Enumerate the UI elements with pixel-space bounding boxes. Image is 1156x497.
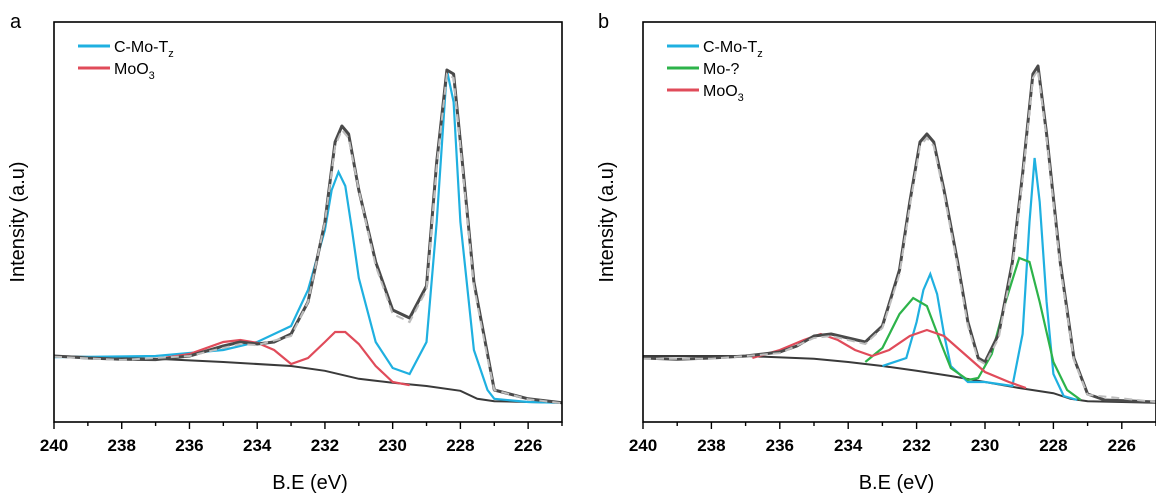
- x-tick-label: 236: [175, 436, 203, 455]
- x-tick-label: 234: [243, 436, 272, 455]
- legend-entry-label: MoO3: [703, 83, 744, 104]
- x-tick-label: 240: [40, 436, 68, 455]
- traces: [54, 68, 562, 405]
- x-tick-label: 238: [108, 436, 136, 455]
- plot-frame: [642, 21, 1156, 423]
- panel-letter: b: [598, 11, 609, 33]
- x-tick-label: 230: [378, 436, 406, 455]
- x-tick-label: 228: [1039, 436, 1067, 455]
- x-tick-label: 234: [834, 436, 863, 455]
- x-tick-label: 238: [697, 436, 725, 455]
- panel-b: b 240 238 236 234 232 230 228 226 B.E (eV) Intensi…: [596, 11, 1156, 494]
- panel-a: a 240 238 236 234 232 230 228 226 B.E (eV) Intensi…: [7, 11, 563, 494]
- x-tick-label: 236: [766, 436, 794, 455]
- x-tick-label: 228: [446, 436, 474, 455]
- x-tick-label: 232: [902, 436, 930, 455]
- traces: [643, 64, 1156, 404]
- x-tick-label: 230: [971, 436, 999, 455]
- measured-line: [643, 64, 1156, 404]
- x-axis-label: B.E (eV): [859, 472, 935, 494]
- x-axis-label: B.E (eV): [272, 472, 348, 494]
- y-axis-label: Intensity (a.u): [7, 161, 29, 282]
- legend-entry-label: C-Mo-Tz: [114, 39, 174, 60]
- background-line: [643, 355, 1156, 404]
- envelope-line: [643, 67, 1156, 403]
- component-line-1: [882, 157, 1078, 402]
- legend-entry-label: C-Mo-Tz: [703, 39, 763, 60]
- x-axis: 240 238 236 234 232 230 228 226: [40, 422, 563, 455]
- y-axis-label: Intensity (a.u): [596, 161, 618, 282]
- background-line: [54, 355, 562, 404]
- envelope-line: [54, 72, 562, 405]
- component-line-2: [155, 330, 410, 387]
- x-axis: 240 238 236 234 232 230 228 226: [629, 422, 1156, 455]
- measured-line: [54, 68, 562, 405]
- panel-letter: a: [10, 11, 22, 33]
- x-tick-label: 226: [1108, 436, 1136, 455]
- component-line-2: [864, 256, 1082, 401]
- x-tick-label: 226: [514, 436, 542, 455]
- x-tick-label: 240: [629, 436, 657, 455]
- component-line-1: [54, 69, 562, 404]
- x-tick-label: 232: [311, 436, 339, 455]
- legend-entry-label: MoO3: [114, 61, 155, 82]
- legend-entry-label: Mo-?: [703, 61, 740, 78]
- plot-frame: [53, 21, 563, 423]
